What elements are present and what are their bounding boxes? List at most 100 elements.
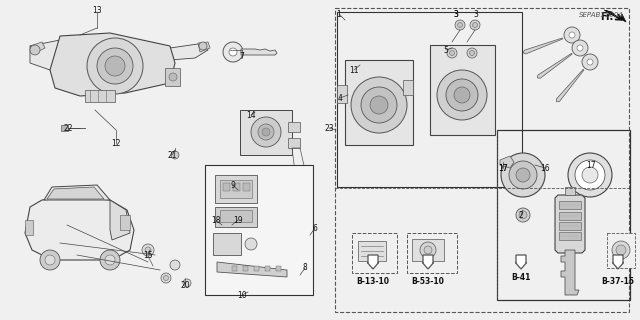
Polygon shape bbox=[367, 255, 378, 269]
Circle shape bbox=[258, 124, 274, 140]
Text: 20: 20 bbox=[180, 281, 190, 290]
Bar bbox=[497, 130, 630, 300]
Bar bbox=[233, 183, 240, 191]
Text: 10: 10 bbox=[237, 291, 247, 300]
Bar bbox=[407, 233, 457, 273]
Polygon shape bbox=[523, 38, 563, 54]
Bar bbox=[607, 233, 635, 268]
Bar bbox=[559, 232, 581, 240]
Circle shape bbox=[183, 279, 191, 287]
Polygon shape bbox=[276, 266, 281, 271]
Circle shape bbox=[40, 250, 60, 270]
Text: 3: 3 bbox=[474, 10, 479, 19]
Polygon shape bbox=[30, 42, 45, 53]
Circle shape bbox=[45, 255, 55, 265]
Bar bbox=[25, 220, 33, 235]
Bar bbox=[430, 45, 495, 135]
Text: 13: 13 bbox=[92, 5, 102, 14]
Circle shape bbox=[420, 242, 436, 258]
Circle shape bbox=[447, 48, 457, 58]
Polygon shape bbox=[198, 42, 210, 52]
Bar bbox=[403, 80, 413, 95]
Circle shape bbox=[470, 51, 474, 55]
Circle shape bbox=[582, 54, 598, 70]
Circle shape bbox=[454, 87, 470, 103]
Text: 12: 12 bbox=[111, 139, 121, 148]
Polygon shape bbox=[254, 266, 259, 271]
Polygon shape bbox=[265, 266, 270, 271]
Polygon shape bbox=[555, 195, 585, 253]
Text: 17: 17 bbox=[586, 161, 596, 170]
Bar bbox=[85, 90, 115, 102]
Text: 1: 1 bbox=[337, 10, 341, 19]
Text: 15: 15 bbox=[143, 251, 153, 260]
Text: 17: 17 bbox=[498, 164, 508, 172]
Circle shape bbox=[501, 153, 545, 197]
Bar bbox=[559, 222, 581, 230]
Bar bbox=[335, 8, 629, 312]
Text: 3: 3 bbox=[454, 10, 458, 19]
Bar bbox=[559, 212, 581, 220]
Text: 14: 14 bbox=[246, 110, 256, 119]
Text: 17: 17 bbox=[498, 164, 508, 172]
Circle shape bbox=[199, 42, 207, 50]
Circle shape bbox=[170, 260, 180, 270]
Circle shape bbox=[519, 211, 527, 219]
Polygon shape bbox=[30, 40, 70, 70]
Bar bbox=[165, 68, 180, 86]
Circle shape bbox=[587, 59, 593, 65]
Polygon shape bbox=[556, 69, 584, 102]
Polygon shape bbox=[243, 266, 248, 271]
Text: 11: 11 bbox=[349, 66, 359, 75]
Bar bbox=[412, 239, 444, 261]
Polygon shape bbox=[422, 255, 433, 269]
Text: Fr.: Fr. bbox=[600, 12, 613, 22]
Bar bbox=[213, 233, 241, 255]
Circle shape bbox=[470, 20, 480, 30]
Circle shape bbox=[572, 40, 588, 56]
Circle shape bbox=[171, 151, 179, 159]
Bar bbox=[215, 175, 257, 203]
Polygon shape bbox=[500, 156, 514, 168]
Circle shape bbox=[251, 117, 281, 147]
Circle shape bbox=[516, 168, 530, 182]
Circle shape bbox=[564, 27, 580, 43]
Polygon shape bbox=[170, 43, 208, 60]
Circle shape bbox=[455, 20, 465, 30]
Text: 5: 5 bbox=[444, 45, 449, 54]
Circle shape bbox=[575, 160, 605, 190]
Polygon shape bbox=[50, 33, 175, 96]
Circle shape bbox=[361, 87, 397, 123]
Text: B-13-10: B-13-10 bbox=[356, 277, 390, 286]
Text: B-37-15: B-37-15 bbox=[602, 277, 634, 286]
Bar bbox=[215, 207, 257, 227]
Text: 21: 21 bbox=[167, 150, 177, 159]
Text: 6: 6 bbox=[312, 223, 317, 233]
Circle shape bbox=[169, 73, 177, 81]
Circle shape bbox=[105, 56, 125, 76]
Circle shape bbox=[467, 48, 477, 58]
Bar bbox=[358, 241, 386, 261]
Bar bbox=[559, 201, 581, 209]
Bar bbox=[288, 122, 300, 132]
Circle shape bbox=[616, 245, 626, 255]
Polygon shape bbox=[44, 185, 110, 200]
Bar bbox=[220, 180, 252, 198]
Circle shape bbox=[370, 96, 388, 114]
Circle shape bbox=[568, 153, 612, 197]
Circle shape bbox=[142, 244, 154, 256]
Bar bbox=[337, 12, 522, 187]
Text: 9: 9 bbox=[230, 180, 236, 189]
Bar bbox=[345, 60, 413, 145]
Polygon shape bbox=[217, 262, 287, 277]
Circle shape bbox=[105, 255, 115, 265]
Text: 19: 19 bbox=[233, 215, 243, 225]
Text: 2: 2 bbox=[518, 211, 524, 220]
Circle shape bbox=[161, 273, 171, 283]
Polygon shape bbox=[241, 49, 277, 55]
Circle shape bbox=[145, 247, 151, 253]
Circle shape bbox=[229, 48, 237, 56]
Bar bbox=[288, 138, 300, 148]
Circle shape bbox=[163, 276, 168, 281]
Bar bbox=[352, 233, 397, 273]
